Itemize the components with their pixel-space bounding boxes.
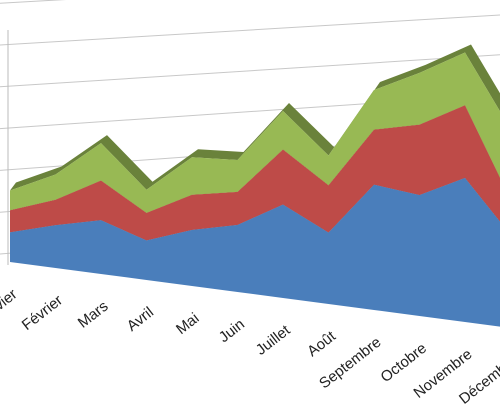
area-series [10, 105, 500, 241]
x-tick-label: Mai [173, 310, 203, 338]
x-tick-label: Avril [124, 304, 157, 335]
grid-line [0, 14, 500, 46]
x-tick-label: Février [19, 292, 66, 334]
x-tick-label: Mars [75, 298, 112, 332]
x-tick-label: Juillet [253, 321, 294, 359]
x-tick-label: Juin [216, 316, 248, 346]
x-tick-label: Janvier [0, 286, 20, 329]
grid-line [0, 0, 67, 4]
x-tick-label: Août [304, 327, 339, 360]
area-series [10, 177, 500, 327]
grid-line [0, 54, 500, 88]
area-series [10, 52, 500, 213]
